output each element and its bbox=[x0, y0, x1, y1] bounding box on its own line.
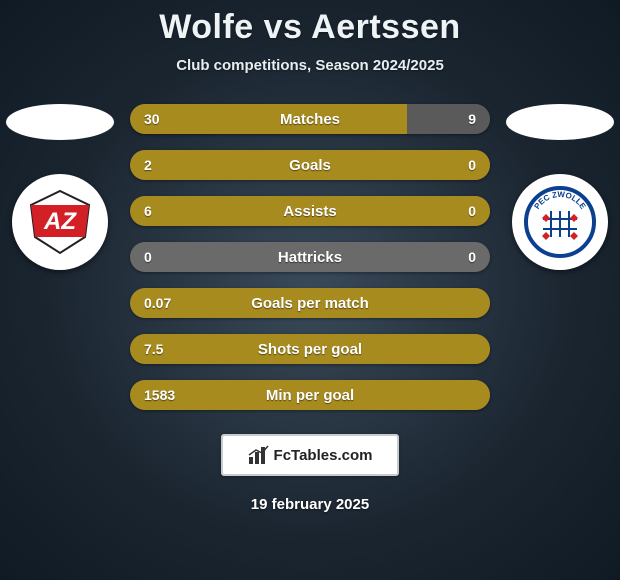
stat-value-right: 0 bbox=[468, 150, 476, 180]
date-label: 19 february 2025 bbox=[0, 496, 620, 513]
comparison-card: Wolfe vs Aertssen Club competitions, Sea… bbox=[0, 0, 620, 580]
club-left-badge: AZ bbox=[12, 174, 108, 270]
stat-row: 30Matches9 bbox=[130, 104, 490, 134]
bars-icon bbox=[248, 445, 270, 465]
stat-row: 2Goals0 bbox=[130, 150, 490, 180]
stats-list: 30Matches92Goals06Assists00Hattricks00.0… bbox=[130, 104, 490, 426]
stat-label: Goals per match bbox=[130, 295, 490, 312]
page-title: Wolfe vs Aertssen bbox=[0, 0, 620, 47]
stat-row: 7.5Shots per goal bbox=[130, 334, 490, 364]
stat-row: 0Hattricks0 bbox=[130, 242, 490, 272]
stat-label: Goals bbox=[130, 157, 490, 174]
stat-value-right: 0 bbox=[468, 196, 476, 226]
player-left-silhouette bbox=[6, 104, 114, 140]
content-area: AZ PEC ZWOLLE bbox=[0, 98, 620, 428]
stat-row: 6Assists0 bbox=[130, 196, 490, 226]
stat-value-right: 0 bbox=[468, 242, 476, 272]
stat-row: 1583Min per goal bbox=[130, 380, 490, 410]
brand-badge[interactable]: FcTables.com bbox=[221, 434, 399, 476]
player-right-silhouette bbox=[506, 104, 614, 140]
stat-row: 0.07Goals per match bbox=[130, 288, 490, 318]
club-right-badge: PEC ZWOLLE bbox=[512, 174, 608, 270]
stat-label: Min per goal bbox=[130, 387, 490, 404]
player-right-column: PEC ZWOLLE bbox=[500, 98, 620, 270]
brand-label: FcTables.com bbox=[274, 447, 373, 464]
svg-text:AZ: AZ bbox=[43, 208, 77, 235]
stat-value-right: 9 bbox=[468, 104, 476, 134]
pec-zwolle-logo-icon: PEC ZWOLLE bbox=[523, 185, 597, 259]
stat-label: Hattricks bbox=[130, 249, 490, 266]
az-logo-icon: AZ bbox=[25, 187, 95, 257]
stat-label: Matches bbox=[130, 111, 490, 128]
stat-label: Shots per goal bbox=[130, 341, 490, 358]
page-subtitle: Club competitions, Season 2024/2025 bbox=[0, 57, 620, 74]
player-left-column: AZ bbox=[0, 98, 120, 270]
stat-label: Assists bbox=[130, 203, 490, 220]
